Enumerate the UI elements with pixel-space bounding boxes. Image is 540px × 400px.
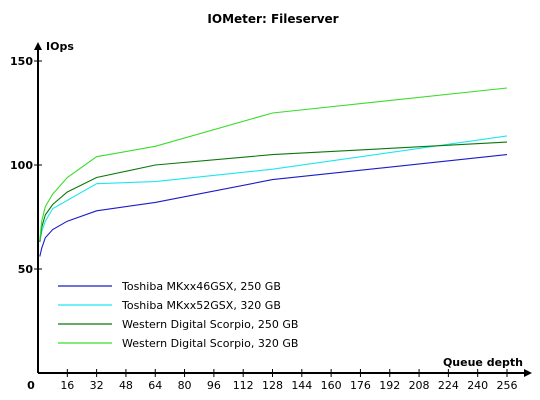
series-line-2 — [39, 135, 508, 243]
y-tick-label: 100 — [10, 159, 33, 172]
x-tick-label: 176 — [350, 379, 371, 392]
x-tick-label: 192 — [379, 379, 400, 392]
x-tick-label: 208 — [409, 379, 430, 392]
x-tick-label: 240 — [467, 379, 488, 392]
x-tick-label: 32 — [90, 379, 104, 392]
x-tick-label: 160 — [321, 379, 342, 392]
series-layer — [39, 87, 508, 257]
legend-label-4: Western Digital Scorpio, 320 GB — [122, 337, 298, 350]
y-axis-label: IOps — [46, 40, 74, 53]
legend-label-3: Western Digital Scorpio, 250 GB — [122, 318, 298, 331]
x-tick-label: 256 — [497, 379, 518, 392]
x-axis-label: Queue depth — [443, 356, 523, 369]
x-tick-label: 48 — [119, 379, 133, 392]
x-tick-label: 80 — [178, 379, 192, 392]
legend: Toshiba MKxx46GSX, 250 GB Toshiba MKxx52G… — [58, 280, 298, 350]
legend-label-1: Toshiba MKxx46GSX, 250 GB — [121, 280, 281, 293]
chart-title: IOMeter: Fileserver — [207, 12, 338, 26]
series-line-3 — [39, 141, 508, 243]
x-tick-label: 0 — [27, 379, 35, 392]
legend-label-2: Toshiba MKxx52GSX, 320 GB — [121, 299, 281, 312]
series-line-4 — [39, 87, 508, 240]
series-line-1 — [39, 154, 508, 257]
x-tick-label: 224 — [438, 379, 459, 392]
y-tick-label: 150 — [10, 55, 33, 68]
y-tick-label: 50 — [18, 263, 34, 276]
y-axis-arrow — [34, 42, 42, 50]
x-tick-label: 112 — [233, 379, 254, 392]
x-tick-label: 96 — [207, 379, 221, 392]
x-tick-label: 64 — [148, 379, 162, 392]
x-tick-label: 128 — [262, 379, 283, 392]
x-tick-label: 144 — [291, 379, 312, 392]
x-tick-label: 16 — [60, 379, 74, 392]
x-axis-arrow — [524, 369, 532, 377]
ticks: 0 16 32 48 64 80 96 112 128 144 160 176 192 208 224 240… — [10, 55, 517, 392]
